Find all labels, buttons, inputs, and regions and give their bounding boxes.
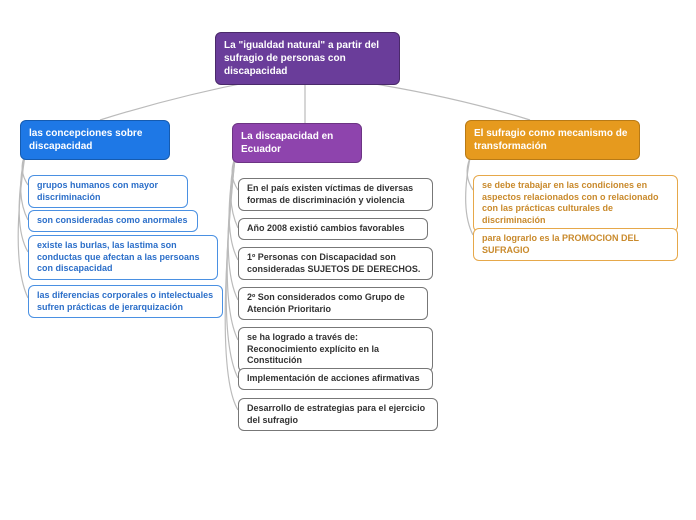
root-node[interactable]: La "igualdad natural" a partir del sufra…: [215, 32, 400, 85]
leaf-left-0[interactable]: grupos humanos con mayor discriminación: [28, 175, 188, 208]
leaf-text: son consideradas como anormales: [37, 215, 188, 225]
leaf-text: para lograrlo es la PROMOCION DEL SUFRAG…: [482, 233, 639, 255]
leaf-left-1[interactable]: son consideradas como anormales: [28, 210, 198, 232]
branch-left[interactable]: las concepciones sobre discapacidad: [20, 120, 170, 160]
branch-right-label: El sufragio como mecanismo de transforma…: [474, 128, 627, 152]
branch-center-label: La discapacidad en Ecuador: [241, 131, 333, 155]
leaf-text: Implementación de acciones afirmativas: [247, 373, 420, 383]
leaf-left-2[interactable]: existe las burlas, las lastima son condu…: [28, 235, 218, 280]
leaf-text: 1º Personas con Discapacidad son conside…: [247, 252, 420, 274]
leaf-text: 2º Son considerados como Grupo de Atenci…: [247, 292, 405, 314]
leaf-text: existe las burlas, las lastima son condu…: [37, 240, 200, 273]
leaf-text: Año 2008 existió cambios favorables: [247, 223, 405, 233]
leaf-text: Desarrollo de estrategias para el ejerci…: [247, 403, 425, 425]
leaf-right-1[interactable]: para lograrlo es la PROMOCION DEL SUFRAG…: [473, 228, 678, 261]
leaf-text: En el país existen víctimas de diversas …: [247, 183, 413, 205]
leaf-center-0[interactable]: En el país existen víctimas de diversas …: [238, 178, 433, 211]
leaf-left-3[interactable]: las diferencias corporales o intelectual…: [28, 285, 223, 318]
root-label: La "igualdad natural" a partir del sufra…: [224, 40, 379, 77]
leaf-center-1[interactable]: Año 2008 existió cambios favorables: [238, 218, 428, 240]
leaf-text: se debe trabajar en las condiciones en a…: [482, 180, 659, 225]
leaf-center-2[interactable]: 1º Personas con Discapacidad son conside…: [238, 247, 433, 280]
leaf-center-4[interactable]: se ha logrado a través de: Reconocimient…: [238, 327, 433, 372]
leaf-right-0[interactable]: se debe trabajar en las condiciones en a…: [473, 175, 678, 232]
branch-left-label: las concepciones sobre discapacidad: [29, 128, 142, 152]
branch-center[interactable]: La discapacidad en Ecuador: [232, 123, 362, 163]
leaf-text: se ha logrado a través de: Reconocimient…: [247, 332, 379, 365]
leaf-center-6[interactable]: Desarrollo de estrategias para el ejerci…: [238, 398, 438, 431]
leaf-text: grupos humanos con mayor discriminación: [37, 180, 158, 202]
leaf-text: las diferencias corporales o intelectual…: [37, 290, 213, 312]
leaf-center-5[interactable]: Implementación de acciones afirmativas: [238, 368, 433, 390]
leaf-center-3[interactable]: 2º Son considerados como Grupo de Atenci…: [238, 287, 428, 320]
branch-right[interactable]: El sufragio como mecanismo de transforma…: [465, 120, 640, 160]
